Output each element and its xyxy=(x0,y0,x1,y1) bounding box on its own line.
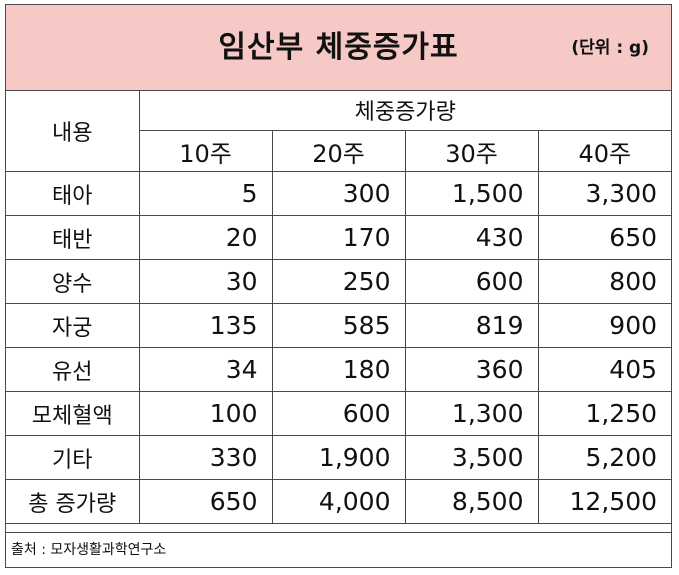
week-header: 30주 xyxy=(404,130,539,172)
value-cell: 600 xyxy=(404,259,539,304)
week-header: 20주 xyxy=(271,130,406,172)
value-cell: 30 xyxy=(138,259,273,304)
value-cell: 650 xyxy=(138,479,273,524)
title-bar: 임산부 체중증가표 (단위 : g) xyxy=(6,5,671,91)
value-cell: 405 xyxy=(537,347,672,392)
value-cell: 20 xyxy=(138,215,273,260)
value-cell: 250 xyxy=(271,259,406,304)
value-cell: 585 xyxy=(271,303,406,348)
table-row: 태아 5 300 1,500 3,300 xyxy=(6,171,672,216)
table-row: 모체혈액 100 600 1,300 1,250 xyxy=(6,391,672,436)
value-cell: 900 xyxy=(537,303,672,348)
content-header: 내용 xyxy=(6,90,140,172)
row-label: 기타 xyxy=(6,435,140,480)
value-cell: 34 xyxy=(138,347,273,392)
value-cell: 180 xyxy=(271,347,406,392)
row-label: 자궁 xyxy=(6,303,140,348)
table-row: 유선 34 180 360 405 xyxy=(6,347,672,392)
header-row-weeks: 10주 20주 30주 40주 xyxy=(6,130,672,172)
row-label: 태아 xyxy=(6,171,140,216)
value-cell: 3,300 xyxy=(537,171,672,216)
value-cell: 3,500 xyxy=(404,435,539,480)
table-row: 총 증가량 650 4,000 8,500 12,500 xyxy=(6,479,672,524)
row-label: 모체혈액 xyxy=(6,391,140,436)
week-header: 40주 xyxy=(537,130,672,172)
value-cell: 430 xyxy=(404,215,539,260)
source-note: 출처 : 모자생활과학연구소 xyxy=(6,532,671,568)
value-cell: 600 xyxy=(271,391,406,436)
value-cell: 800 xyxy=(537,259,672,304)
value-cell: 650 xyxy=(537,215,672,260)
weight-gain-table-frame: 임산부 체중증가표 (단위 : g) 내용 체중증가량 10주 20주 30주 … xyxy=(5,4,672,568)
table-body: 태아 5 300 1,500 3,300 태반 20 170 430 650 양수 30 250 600 8… xyxy=(6,171,672,524)
value-cell: 1,900 xyxy=(271,435,406,480)
row-label: 유선 xyxy=(6,347,140,392)
row-label: 총 증가량 xyxy=(6,479,140,524)
unit-label: (단위 : g) xyxy=(571,38,649,58)
value-cell: 135 xyxy=(138,303,273,348)
value-cell: 1,250 xyxy=(537,391,672,436)
value-cell: 1,300 xyxy=(404,391,539,436)
value-cell: 819 xyxy=(404,303,539,348)
value-cell: 8,500 xyxy=(404,479,539,524)
header-row-group: 내용 체중증가량 xyxy=(6,90,672,172)
row-label: 양수 xyxy=(6,259,140,304)
table-row: 기타 330 1,900 3,500 5,200 xyxy=(6,435,672,480)
table-row: 태반 20 170 430 650 xyxy=(6,215,672,260)
value-cell: 4,000 xyxy=(271,479,406,524)
weight-gain-table: 내용 체중증가량 10주 20주 30주 40주 태아 5 300 1,500 3,30… xyxy=(6,90,672,524)
value-cell: 360 xyxy=(404,347,539,392)
weight-gain-header: 체중증가량 xyxy=(138,90,672,131)
value-cell: 12,500 xyxy=(537,479,672,524)
value-cell: 5 xyxy=(138,171,273,216)
week-header: 10주 xyxy=(139,130,273,172)
row-label: 태반 xyxy=(6,215,140,260)
table-title: 임산부 체중증가표 xyxy=(218,30,459,65)
value-cell: 170 xyxy=(271,215,406,260)
value-cell: 5,200 xyxy=(537,435,672,480)
value-cell: 100 xyxy=(138,391,273,436)
value-cell: 300 xyxy=(271,171,406,216)
table-row: 양수 30 250 600 800 xyxy=(6,259,672,304)
table-row: 자궁 135 585 819 900 xyxy=(6,303,672,348)
value-cell: 330 xyxy=(138,435,273,480)
value-cell: 1,500 xyxy=(404,171,539,216)
